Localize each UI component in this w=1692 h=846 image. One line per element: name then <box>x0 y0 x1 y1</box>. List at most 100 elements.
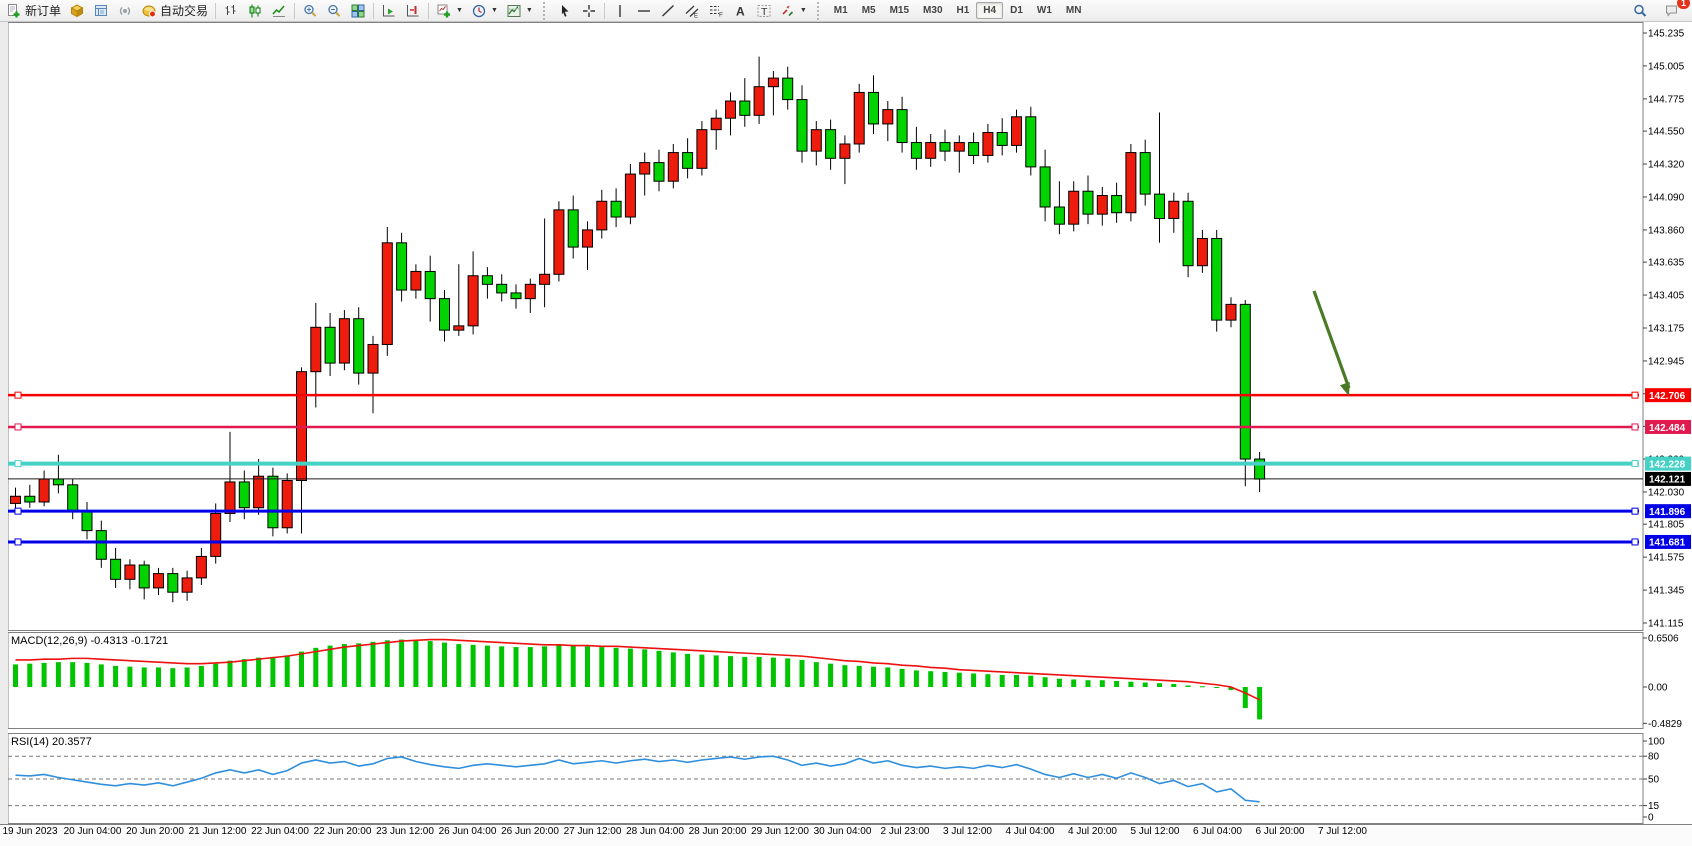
fibo-icon: F <box>709 5 723 18</box>
trendline-tool-button[interactable] <box>656 0 680 22</box>
price-tick-label: 143.860 <box>1648 225 1685 236</box>
vertical-line-tool-button[interactable] <box>608 0 632 22</box>
macd-histogram-bar <box>799 659 805 687</box>
candle-body <box>1211 237 1223 321</box>
macd-histogram-bar <box>770 657 776 687</box>
price-badge-142.228: 142.228 <box>1645 456 1691 471</box>
chart-shift-button[interactable] <box>401 0 425 22</box>
timeframe-button-h1[interactable]: H1 <box>956 5 970 16</box>
text-label-tool-button[interactable]: T <box>752 0 776 22</box>
macd-histogram-bar <box>613 647 619 687</box>
notification-badge: 1 <box>1676 0 1690 9</box>
arrow-shaft <box>1312 290 1351 389</box>
chevron-down-icon[interactable]: ▼ <box>525 7 533 14</box>
candle-body <box>810 129 822 152</box>
auto-trading-button[interactable]: 自动交易 <box>137 0 212 22</box>
notifications-button[interactable]: 1 <box>1660 0 1690 22</box>
candle-body <box>782 77 794 101</box>
macd-histogram-bar <box>170 668 176 687</box>
tile-windows-button[interactable] <box>346 0 370 22</box>
candle-body <box>510 292 522 300</box>
line-anchor-handle[interactable] <box>1631 423 1639 431</box>
macd-histogram-bar <box>456 644 462 687</box>
macd-histogram-bar <box>55 662 61 687</box>
toolbar-grip <box>816 1 822 20</box>
line-anchor-handle[interactable] <box>1631 507 1639 515</box>
shapes-icon <box>782 5 793 16</box>
auto-scroll-button[interactable] <box>377 0 401 22</box>
arrow-head <box>1339 382 1350 396</box>
line-anchor-handle[interactable] <box>14 538 22 546</box>
line-anchor-handle[interactable] <box>14 460 22 468</box>
timeframe-button-h4[interactable]: H4 <box>976 2 1004 19</box>
candle-body <box>1182 200 1194 267</box>
bar-chart-mode-button[interactable] <box>219 0 243 22</box>
macd-histogram-bar <box>999 674 1005 687</box>
candle-body <box>1068 190 1080 225</box>
timeframe-button-m1[interactable]: M1 <box>833 5 848 16</box>
horizontal-line-tool-button[interactable] <box>632 0 656 22</box>
signals-button[interactable] <box>113 0 137 22</box>
timeframe-button-d1[interactable]: D1 <box>1010 5 1023 16</box>
chart-window: ▼ USDJPY-,H4 142.211 142.226 142.073 142… <box>0 22 1692 846</box>
line-chart-mode-button[interactable] <box>267 0 291 22</box>
time-axis-label: 22 Jun 20:00 <box>314 826 372 837</box>
cursor-tool-button[interactable] <box>553 0 577 22</box>
arrows-tool-button[interactable]: ▼ <box>776 0 811 22</box>
timeframe-button-mn[interactable]: MN <box>1065 5 1082 16</box>
candlestick-mode-button[interactable] <box>243 0 267 22</box>
line-anchor-handle[interactable] <box>14 391 22 399</box>
candle-body <box>753 86 765 116</box>
search-button[interactable] <box>1628 0 1652 22</box>
timeframe-button-m30[interactable]: M30 <box>923 5 943 16</box>
macd-histogram-bar <box>585 646 590 687</box>
timeframe-button-m15[interactable]: M15 <box>889 5 910 16</box>
line-anchor-handle[interactable] <box>1631 391 1639 399</box>
equidistant-channel-tool-button[interactable]: E <box>680 0 704 22</box>
crosshair-icon <box>582 4 595 17</box>
candle-body <box>410 270 422 291</box>
line-anchor-handle[interactable] <box>14 507 22 515</box>
chevron-down-icon[interactable]: ▼ <box>490 7 498 14</box>
bar-chart-icon <box>225 4 236 15</box>
price-badge-label: 141.896 <box>1649 507 1686 518</box>
rsi-axis-label: 50 <box>1648 775 1660 786</box>
annotation-arrow[interactable] <box>1312 290 1351 396</box>
candle-body <box>195 555 207 579</box>
toolbar-separator <box>428 2 430 19</box>
macd-histogram-bar <box>928 671 934 687</box>
new-order-button[interactable]: 新订单 <box>2 0 65 22</box>
line-anchor-handle[interactable] <box>1631 460 1639 468</box>
chevron-down-icon[interactable]: ▼ <box>456 7 463 14</box>
zoom-in-button[interactable] <box>298 0 322 22</box>
periods-button[interactable]: ▼ <box>467 0 502 22</box>
text-tool-button[interactable]: A <box>728 0 752 22</box>
time-axis-label: 20 Jun 20:00 <box>126 826 184 837</box>
macd-histogram-bar <box>1228 687 1234 691</box>
zoom-out-button[interactable] <box>322 0 346 22</box>
price-badge-bg <box>1645 534 1691 549</box>
macd-histogram-bar <box>198 665 204 687</box>
crosshair-tool-button[interactable] <box>577 0 601 22</box>
line-anchor-handle[interactable] <box>14 423 22 431</box>
candle-body <box>496 283 508 294</box>
autoscroll-icon <box>383 4 395 16</box>
macd-histogram-bar <box>713 655 719 687</box>
timeframe-button-m5[interactable]: M5 <box>861 5 876 16</box>
candle-body <box>381 242 393 345</box>
market-depth-button[interactable] <box>89 0 113 22</box>
macd-histogram-bar <box>41 662 47 687</box>
line-anchor-handle[interactable] <box>1631 538 1639 546</box>
market-watch-button[interactable] <box>65 0 89 22</box>
timeframe-button-w1[interactable]: W1 <box>1036 5 1052 16</box>
candle-body <box>696 129 708 169</box>
templates-button[interactable]: ▼ <box>502 0 537 22</box>
candle-body <box>982 132 994 156</box>
chevron-down-icon[interactable]: ▼ <box>799 7 807 14</box>
indicators-button[interactable]: ▼ <box>432 0 467 22</box>
time-axis-strip <box>0 825 1692 846</box>
time-axis-label: 22 Jun 04:00 <box>251 826 309 837</box>
fibonacci-tool-button[interactable]: F <box>704 0 728 22</box>
price-tick-label: 144.550 <box>1648 127 1685 138</box>
chart-background <box>0 22 1692 846</box>
